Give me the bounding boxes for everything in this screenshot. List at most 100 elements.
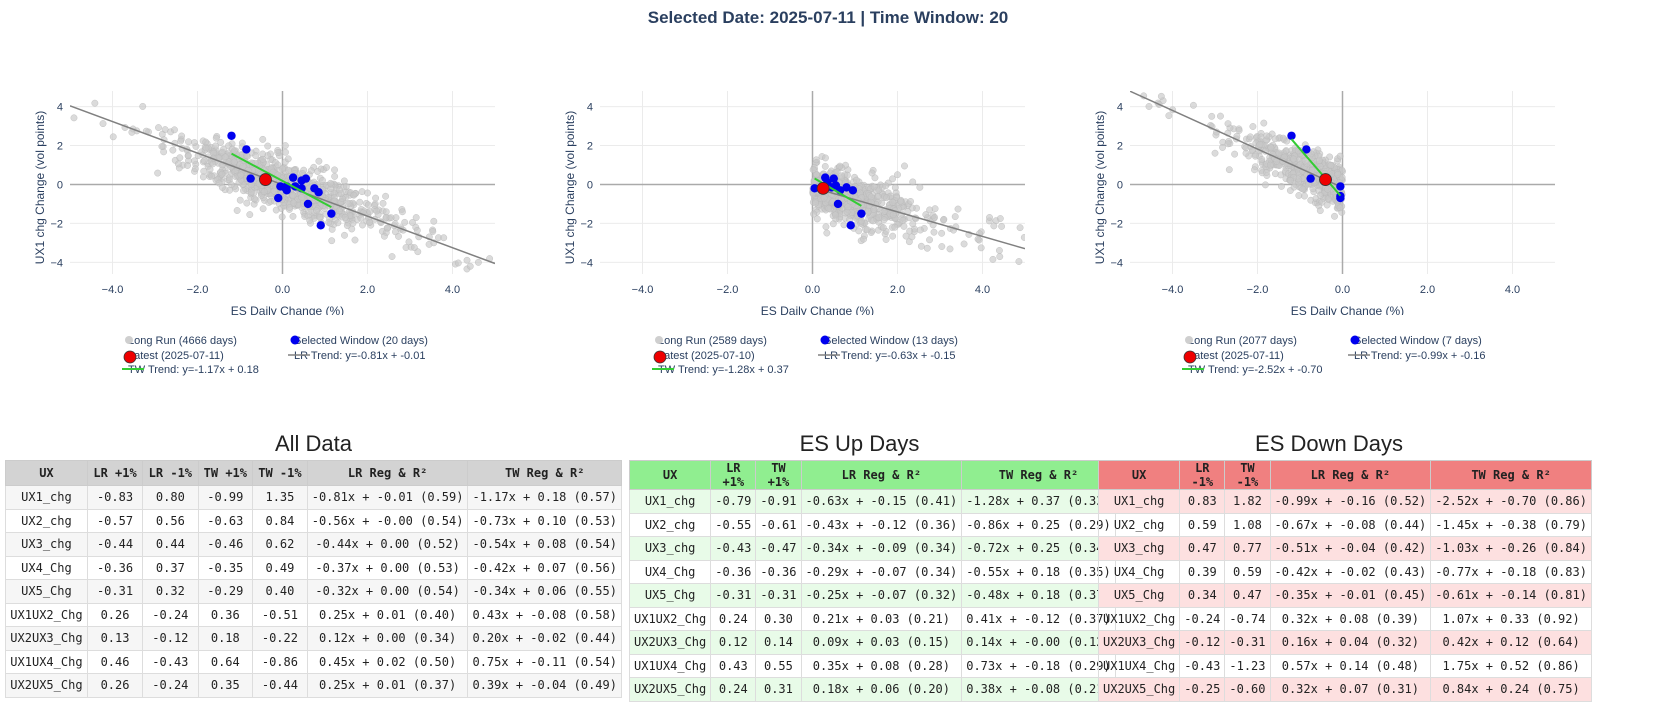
table-row: UX5_Chg -0.31 -0.31 -0.25x + -0.07 (0.32) -0…: [628, 583, 1116, 608]
long-run-point: [843, 171, 851, 179]
legend-item-selected-window[interactable]: Selected Window (13 days): [818, 335, 958, 347]
table-cell: 0.64: [197, 649, 254, 674]
long-run-point: [372, 194, 379, 202]
legend-item-latest[interactable]: Latest (2025-07-11): [1182, 350, 1284, 364]
long-run-point: [466, 262, 474, 270]
legend-item-selected-window[interactable]: Selected Window (7 days): [1348, 335, 1482, 347]
legend-item-long-run[interactable]: Long Run (4666 days): [122, 335, 237, 347]
table-row: UX1_chg -0.83 0.80 -0.99 1.35 -0.81x + -0.01 …: [5, 485, 622, 510]
long-run-point: [371, 202, 379, 209]
table-cell: 0.56: [142, 508, 199, 533]
scatter-plot[interactable]: −4.0 −2.0 0.0 2.0 4.0 −4 −2 0 2 4 ES Daily Change …: [1090, 85, 1610, 315]
long-run-point: [821, 163, 829, 170]
table-cell: -0.61: [755, 512, 802, 537]
long-run-point: [1258, 156, 1266, 163]
table-cell: -0.42x + -0.02 (0.43): [1269, 559, 1432, 584]
table-cell: 0.44: [142, 532, 199, 557]
selected-window-point: [1287, 131, 1296, 140]
scatter-plot[interactable]: −4.0 −2.0 0.0 2.0 4.0 −4 −2 0 2 4 ES Daily Change …: [560, 85, 1080, 315]
table-row: UX2UX5_Chg -0.25 -0.60 0.32x + 0.07 (0.31) 0…: [1097, 677, 1592, 702]
long-run-point: [1137, 85, 1143, 87]
table-cell: UX5_Chg: [628, 583, 712, 608]
long-run-point: [238, 139, 246, 147]
long-run-point: [1279, 134, 1287, 142]
column-header: TW Reg & R²: [1430, 460, 1592, 490]
long-run-point: [831, 211, 839, 219]
long-run-point: [1263, 132, 1271, 140]
long-run-point: [1278, 183, 1285, 190]
table-row: UX1UX2_Chg 0.26 -0.24 0.36 -0.51 0.25x + 0.01…: [5, 602, 622, 627]
table-cell: -0.63: [197, 508, 254, 533]
scatter-plot[interactable]: −4.0 −2.0 0.0 2.0 4.0 −4 −2 0 2 4 ES Daily Change …: [30, 85, 550, 315]
legend-item-long-run[interactable]: Long Run (2589 days): [652, 335, 767, 347]
long-run-point: [240, 187, 247, 195]
x-tick-label: −2.0: [717, 284, 739, 296]
table-cell: UX3_chg: [628, 536, 712, 561]
table-cell: -0.57: [86, 508, 144, 533]
legend-item-selected-window[interactable]: Selected Window (20 days): [288, 335, 428, 347]
table-cell: 0.47: [1224, 583, 1271, 608]
legend-item-tw-trend[interactable]: TW Trend: y=-1.17x + 0.18: [122, 364, 259, 376]
table-cell: 0.77: [1224, 536, 1271, 561]
long-run-point: [334, 219, 342, 227]
x-tick-label: 4.0: [445, 284, 460, 296]
column-header: UX: [1097, 460, 1181, 490]
table-cell: -0.35: [197, 555, 254, 580]
long-run-point: [889, 232, 897, 240]
long-run-point: [171, 126, 178, 134]
table-cell: UX5_Chg: [5, 579, 88, 604]
legend-item-tw-trend[interactable]: TW Trend: y=-2.52x + -0.70: [1182, 364, 1323, 376]
long-run-point: [191, 165, 199, 173]
legend-item-latest[interactable]: Latest (2025-07-10): [652, 350, 755, 364]
table-cell: 0.25x + 0.01 (0.40): [306, 602, 469, 627]
long-run-point: [882, 236, 890, 243]
chart-legend[interactable]: Long Run (2077 days) Selected Window (7 d…: [1090, 335, 1610, 385]
legend-item-tw-trend[interactable]: TW Trend: y=-1.28x + 0.37: [652, 364, 789, 376]
table-row: UX3_chg -0.44 0.44 -0.46 0.62 -0.44x + 0.00 (…: [5, 532, 622, 557]
long-run-point: [401, 218, 409, 226]
long-run-point: [825, 205, 833, 212]
long-run-point: [1211, 149, 1219, 157]
table-cell: -1.03x + -0.26 (0.84): [1430, 536, 1592, 561]
table-cell: UX1UX2_Chg: [1097, 606, 1181, 631]
selected-window-point: [848, 186, 858, 195]
long-run-point: [202, 138, 210, 146]
column-header: LR -1%: [142, 460, 199, 486]
legend-item-long-run[interactable]: Long Run (2077 days): [1182, 335, 1297, 347]
long-run-point: [191, 157, 198, 165]
long-run-point: [1231, 150, 1239, 158]
table-cell: 0.12: [710, 630, 757, 655]
table-cell: 0.41x + -0.12 (0.37): [961, 606, 1116, 631]
scatter-chart-all-data[interactable]: −4.0 −2.0 0.0 2.0 4.0 −4 −2 0 2 4 ES Daily Change …: [30, 85, 550, 405]
long-run-point: [1282, 147, 1290, 154]
scatter-chart-down-days[interactable]: −4.0 −2.0 0.0 2.0 4.0 −4 −2 0 2 4 ES Daily Change …: [1090, 85, 1610, 405]
long-run-point: [351, 236, 359, 244]
y-tick-label: 0: [587, 179, 593, 191]
legend-item-lr-trend[interactable]: LR Trend: y=-0.99x + -0.16: [1348, 350, 1485, 362]
legend-item-lr-trend[interactable]: LR Trend: y=-0.63x + -0.15: [818, 350, 955, 362]
long-run-point: [139, 103, 147, 110]
legend-item-lr-trend[interactable]: LR Trend: y=-0.81x + -0.01: [288, 350, 425, 362]
long-run-point: [243, 199, 251, 207]
table-cell: UX1UX2_Chg: [5, 602, 88, 627]
column-header: TW -1%: [1224, 460, 1271, 490]
table-cell: -0.51: [252, 602, 308, 627]
legend-item-latest[interactable]: Latest (2025-07-11): [122, 350, 224, 364]
column-header: LR Reg & R²: [800, 460, 963, 490]
long-run-point: [812, 156, 820, 164]
table-cell: 0.32x + 0.08 (0.39): [1269, 606, 1432, 631]
chart-legend[interactable]: Long Run (2589 days) Selected Window (13 …: [560, 335, 1080, 385]
table-cell: UX2UX5_Chg: [1097, 677, 1181, 702]
table-cell: -0.72x + 0.25 (0.34): [961, 536, 1116, 561]
table-cell: -0.43: [710, 536, 757, 561]
y-tick-label: 4: [587, 102, 593, 114]
long-run-point: [900, 223, 908, 230]
long-run-point: [289, 192, 297, 199]
y-tick-label: 2: [57, 141, 63, 153]
table-cell: -0.12: [1179, 630, 1226, 655]
chart-legend[interactable]: Long Run (4666 days) Selected Window (20 …: [30, 335, 550, 385]
scatter-chart-up-days[interactable]: −4.0 −2.0 0.0 2.0 4.0 −4 −2 0 2 4 ES Daily Change …: [560, 85, 1080, 405]
long-run-point: [323, 164, 330, 171]
table-cell: UX1UX4_Chg: [628, 653, 712, 678]
long-run-point: [938, 229, 946, 237]
